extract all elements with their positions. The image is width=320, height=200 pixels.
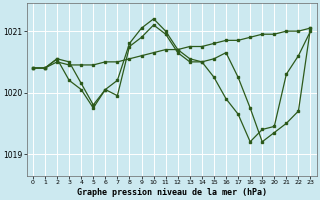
X-axis label: Graphe pression niveau de la mer (hPa): Graphe pression niveau de la mer (hPa) <box>77 188 267 197</box>
